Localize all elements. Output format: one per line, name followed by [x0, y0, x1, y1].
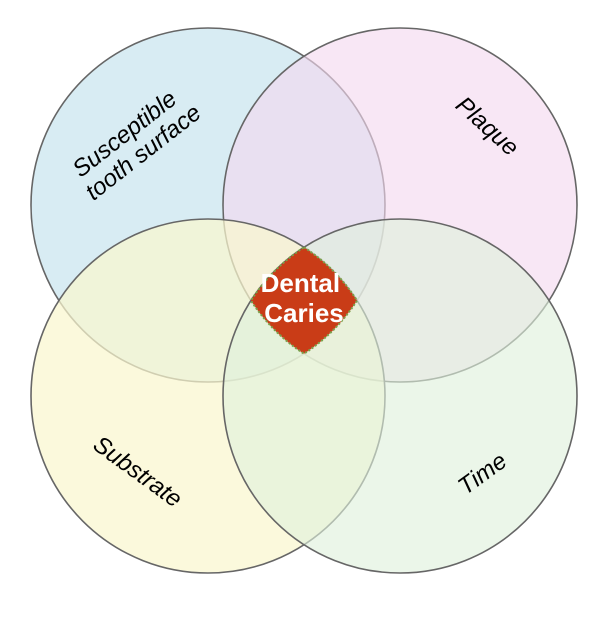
label-dental-caries: Dental Caries: [261, 268, 348, 328]
venn-diagram: Susceptible tooth surface Plaque Substra…: [0, 0, 610, 624]
